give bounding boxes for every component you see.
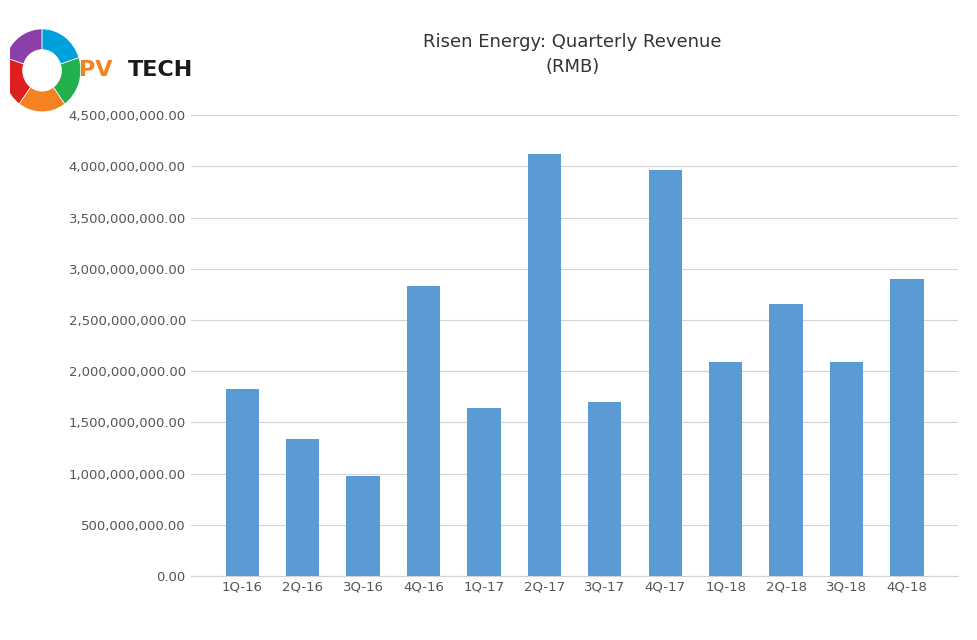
Wedge shape <box>54 58 81 104</box>
Bar <box>528 154 561 576</box>
Bar <box>587 402 620 576</box>
Wedge shape <box>5 29 42 64</box>
Bar <box>346 476 379 576</box>
Bar <box>769 303 802 576</box>
Bar <box>226 388 259 576</box>
Text: Risen Energy: Quarterly Revenue: Risen Energy: Quarterly Revenue <box>422 33 721 51</box>
Bar <box>648 170 681 576</box>
Text: TECH: TECH <box>128 60 193 81</box>
Bar <box>406 286 440 576</box>
Text: PV: PV <box>78 60 112 81</box>
Bar <box>285 439 319 576</box>
Bar <box>829 362 863 576</box>
Wedge shape <box>42 29 79 64</box>
Bar <box>467 408 500 576</box>
Bar <box>889 279 922 576</box>
Text: (RMB): (RMB) <box>544 58 599 76</box>
Wedge shape <box>20 87 64 112</box>
Bar <box>708 362 742 576</box>
Wedge shape <box>3 58 30 104</box>
